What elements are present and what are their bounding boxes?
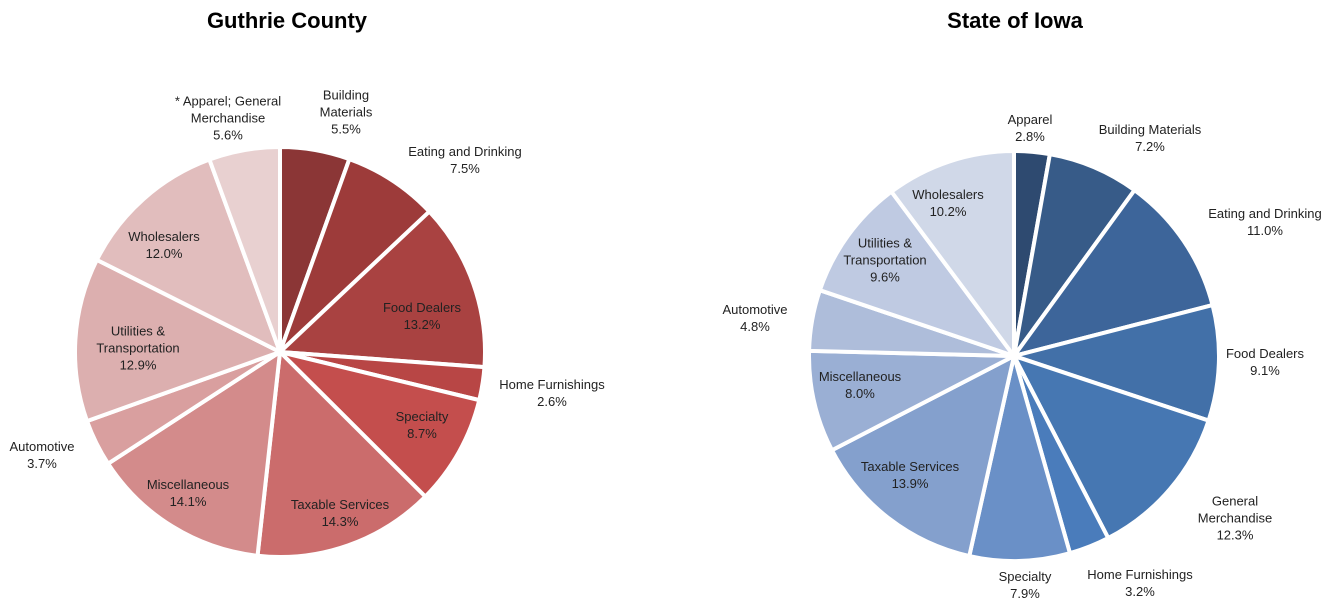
- pie-slice: [105, 348, 283, 558]
- value-label: 12.0%: [145, 246, 183, 261]
- slice-label: Wholesalers 12.0%: [114, 228, 214, 262]
- value-label: 12.3%: [1216, 527, 1254, 543]
- category-label: Utilities & Transportation: [96, 323, 180, 356]
- slice-label: Automotive 4.8%: [710, 301, 800, 335]
- pie-slice: [255, 347, 429, 559]
- category-label: Miscellaneous: [818, 369, 902, 384]
- value-label: 9.6%: [870, 269, 900, 285]
- value-label: 7.5%: [450, 161, 480, 176]
- pie-slice: [73, 257, 286, 424]
- value-label: 12.9%: [119, 357, 157, 373]
- category-label: Food Dealers: [1225, 346, 1305, 361]
- value-label: 2.6%: [537, 394, 567, 409]
- pie-slice: [1006, 302, 1221, 424]
- value-label: 5.5%: [331, 121, 361, 137]
- value-label: 8.0%: [845, 386, 875, 401]
- category-label: Home Furnishings: [499, 377, 605, 392]
- pie-slice: [206, 144, 282, 353]
- slice-label: Apparel 2.8%: [990, 111, 1070, 145]
- slice-label: Building Materials 5.5%: [301, 87, 391, 138]
- value-label: 7.2%: [1135, 139, 1165, 154]
- slice-label: Taxable Services 13.9%: [845, 458, 975, 492]
- slice-label: Utilities & Transportation 9.6%: [830, 235, 940, 286]
- category-label: Apparel: [1007, 112, 1053, 127]
- category-label: Eating and Drinking: [408, 144, 522, 159]
- category-label: Building Materials: [1098, 122, 1202, 137]
- value-label: 3.2%: [1125, 584, 1155, 599]
- value-label: 11.0%: [1247, 223, 1283, 238]
- chart-title: State of Iowa: [947, 8, 1083, 33]
- slice-label: Food Dealers 9.1%: [1215, 345, 1315, 379]
- value-label: 13.9%: [891, 476, 929, 491]
- value-label: 5.6%: [213, 127, 243, 143]
- category-label: Automotive: [9, 439, 75, 454]
- category-label: General Merchandise: [1197, 493, 1273, 526]
- value-label: 14.1%: [169, 494, 207, 509]
- value-label: 3.7%: [27, 456, 57, 471]
- category-label: Eating and Drinking: [1208, 206, 1322, 221]
- category-label: Utilities & Transportation: [843, 235, 927, 268]
- slice-label: Eating and Drinking 7.5%: [380, 143, 550, 177]
- value-label: 7.9%: [1010, 586, 1040, 601]
- category-label: Specialty: [998, 569, 1052, 584]
- slice-label: Wholesalers 10.2%: [898, 186, 998, 220]
- slice-label: Home Furnishings 2.6%: [482, 376, 622, 410]
- value-label: 9.1%: [1250, 363, 1280, 378]
- slice-label: Utilities & Transportation 12.9%: [78, 323, 198, 374]
- category-label: Food Dealers: [382, 300, 462, 315]
- slice-label: Specialty 7.9%: [985, 568, 1065, 602]
- category-label: Specialty: [395, 409, 449, 424]
- slice-label: Taxable Services 14.3%: [275, 496, 405, 530]
- slice-label: General Merchandise 12.3%: [1190, 493, 1280, 544]
- pie-slice: [817, 188, 1020, 360]
- pie-slice: [888, 148, 1016, 363]
- slice-label: Building Materials 7.2%: [1080, 121, 1220, 155]
- slice-label: Miscellaneous 14.1%: [128, 476, 248, 510]
- category-label: Wholesalers: [128, 229, 200, 244]
- category-label: Building Materials: [319, 87, 373, 120]
- slice-label: * Apparel; General Merchandise 5.6%: [158, 93, 298, 144]
- pie-slice: [275, 208, 487, 370]
- pie-slice: [829, 352, 1017, 559]
- slice-label: Automotive 3.7%: [0, 438, 87, 472]
- category-label: Automotive: [722, 302, 788, 317]
- slice-label: Eating and Drinking 11.0%: [1190, 205, 1340, 239]
- value-label: 10.2%: [929, 204, 967, 219]
- pie-slice: [1009, 352, 1212, 541]
- slice-label: Miscellaneous 8.0%: [805, 368, 915, 402]
- value-label: 4.8%: [740, 319, 770, 334]
- pie-slice: [1009, 187, 1215, 360]
- category-label: Wholesalers: [912, 187, 984, 202]
- pie-slice: [273, 348, 482, 500]
- value-label: 2.8%: [1015, 129, 1045, 144]
- chart-title: Guthrie County: [206, 8, 368, 33]
- slice-label: Specialty 8.7%: [382, 408, 462, 442]
- pie-slice: [94, 156, 284, 357]
- value-label: 14.3%: [321, 514, 359, 529]
- category-label: Taxable Services: [860, 459, 960, 474]
- category-label: Home Furnishings: [1087, 567, 1193, 582]
- category-label: Miscellaneous: [146, 477, 230, 492]
- slice-label: Food Dealers 13.2%: [377, 299, 467, 333]
- slice-label: Home Furnishings 3.2%: [1070, 566, 1210, 600]
- category-label: Taxable Services: [290, 497, 390, 512]
- value-label: 13.2%: [403, 317, 441, 332]
- category-label: * Apparel; General Merchandise: [174, 93, 282, 126]
- value-label: 8.7%: [407, 426, 437, 441]
